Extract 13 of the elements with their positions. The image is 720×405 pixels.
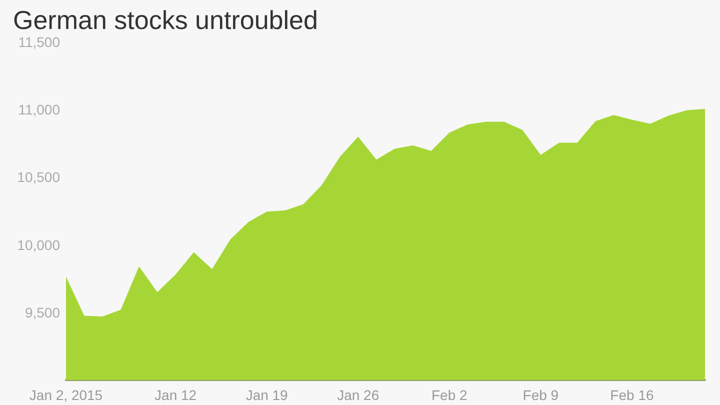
y-tick-label: 10,000 [17, 236, 60, 253]
chart-title: German stocks untroubled [13, 5, 318, 35]
x-tick-label: Feb 16 [610, 387, 654, 403]
x-tick-label: Jan 19 [246, 387, 288, 403]
y-tick-label: 11,500 [18, 34, 60, 50]
y-tick-label: 10,500 [17, 169, 60, 186]
y-tick-label: 11,000 [18, 102, 60, 118]
y-tick-label: 9,500 [24, 304, 60, 320]
x-tick-label: Jan 26 [337, 387, 380, 403]
x-tick-label: Feb 9 [522, 387, 559, 403]
x-tick-label: Jan 12 [154, 387, 197, 403]
x-tick-label: Jan 2, 2015 [29, 387, 103, 403]
x-tick-label: Feb 2 [431, 387, 468, 403]
